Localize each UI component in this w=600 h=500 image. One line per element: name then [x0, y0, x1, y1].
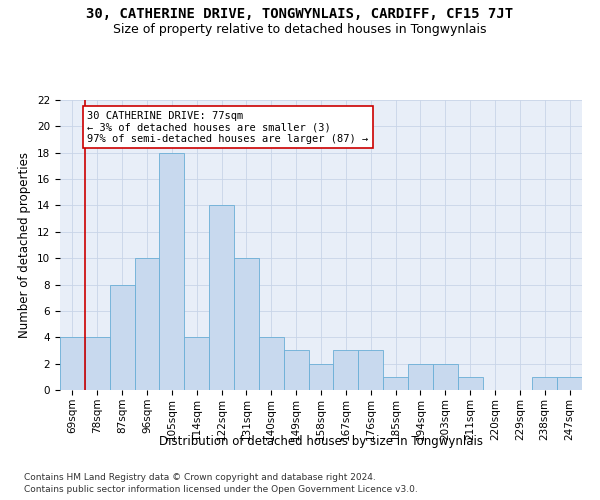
Text: 30 CATHERINE DRIVE: 77sqm
← 3% of detached houses are smaller (3)
97% of semi-de: 30 CATHERINE DRIVE: 77sqm ← 3% of detach… [88, 110, 368, 144]
Text: Contains public sector information licensed under the Open Government Licence v3: Contains public sector information licen… [24, 485, 418, 494]
Bar [110, 284, 134, 390]
Bar [85, 338, 110, 390]
Text: 30, CATHERINE DRIVE, TONGWYNLAIS, CARDIFF, CF15 7JT: 30, CATHERINE DRIVE, TONGWYNLAIS, CARDIF… [86, 8, 514, 22]
Bar [259, 338, 284, 390]
Text: Size of property relative to detached houses in Tongwynlais: Size of property relative to detached ho… [113, 22, 487, 36]
Bar [557, 377, 582, 390]
Bar [209, 206, 234, 390]
Bar [334, 350, 358, 390]
Bar [60, 338, 85, 390]
Bar [458, 377, 482, 390]
Text: Contains HM Land Registry data © Crown copyright and database right 2024.: Contains HM Land Registry data © Crown c… [24, 472, 376, 482]
Y-axis label: Number of detached properties: Number of detached properties [19, 152, 31, 338]
Bar [184, 338, 209, 390]
Bar [234, 258, 259, 390]
Bar [358, 350, 383, 390]
Bar [160, 152, 184, 390]
Bar [284, 350, 308, 390]
Bar [408, 364, 433, 390]
Bar [532, 377, 557, 390]
Text: Distribution of detached houses by size in Tongwynlais: Distribution of detached houses by size … [159, 435, 483, 448]
Bar [383, 377, 408, 390]
Bar [433, 364, 458, 390]
Bar [134, 258, 160, 390]
Bar [308, 364, 334, 390]
